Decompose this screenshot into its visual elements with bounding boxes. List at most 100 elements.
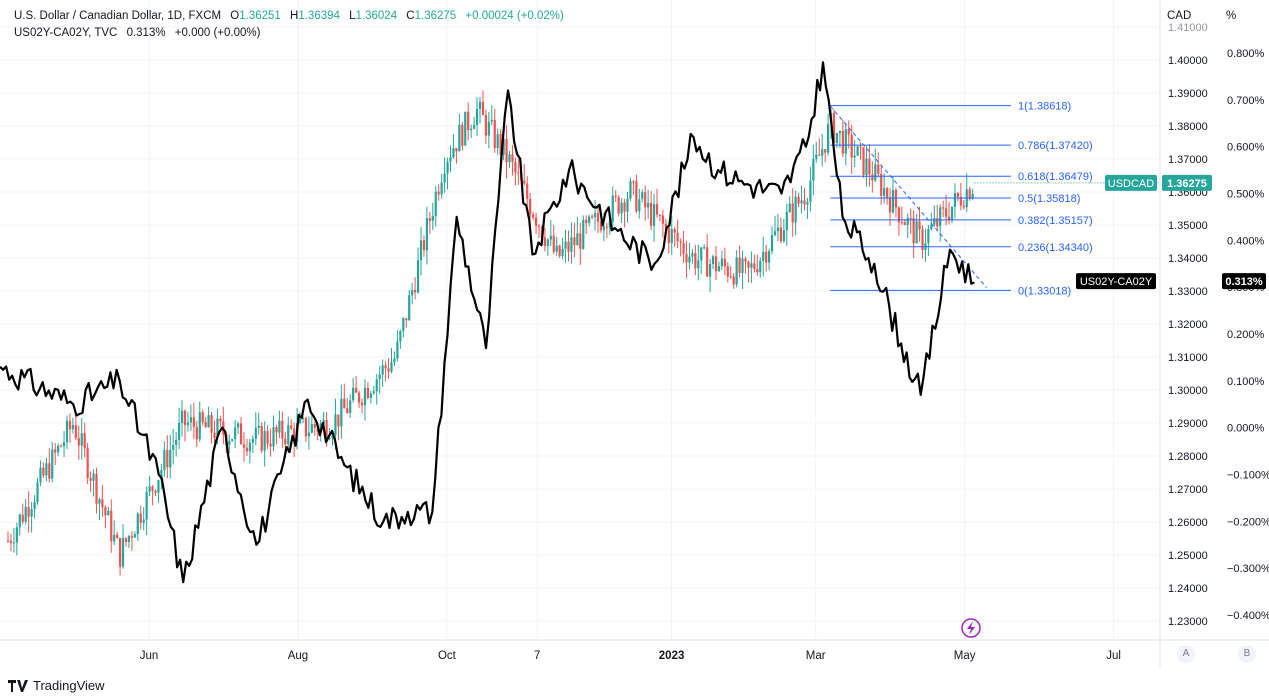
usdcad-candles [6, 90, 974, 576]
candle-body [298, 419, 302, 424]
candle-body [505, 138, 508, 163]
candle-body [57, 445, 60, 453]
candle-body [883, 188, 886, 196]
candle-body [487, 121, 490, 136]
candle-body [461, 124, 464, 146]
candle-body [15, 527, 18, 543]
candle-body [821, 149, 824, 156]
candle-body [608, 221, 611, 228]
candle-body [48, 463, 51, 479]
candle-body [446, 161, 449, 174]
candle-body [641, 192, 644, 200]
candle-body [375, 379, 378, 392]
candle-body [517, 172, 520, 174]
candle-body [284, 438, 287, 445]
time-tick-label: Mar [806, 650, 826, 662]
candle-body [478, 102, 482, 109]
candle-body [228, 440, 231, 446]
candle-body [414, 290, 417, 293]
time-tick-label: Aug [288, 650, 308, 662]
candle-body [107, 510, 110, 516]
overlay-value: 0.313% [126, 27, 166, 39]
log-scale-button[interactable]: B [1238, 645, 1256, 663]
candle-body [655, 204, 659, 215]
candle-body [765, 251, 768, 263]
candle-body [824, 149, 827, 153]
price-tick-label: 1.37000 [1168, 154, 1208, 166]
spread-symbol-badge[interactable] [1076, 273, 1156, 290]
candle-body [278, 420, 281, 433]
percent-tick-label: −0.100% [1227, 470, 1269, 482]
main-series-legend[interactable]: U.S. Dollar / Canadian Dollar, 1D, FXCM … [14, 10, 564, 22]
candle-body [700, 247, 703, 261]
price-tick-label: 1.39000 [1168, 88, 1208, 100]
candle-body [39, 467, 42, 483]
candle-body [452, 148, 455, 158]
fibonacci-retracement[interactable]: 1(1.38618) 0.786(1.37420) 0.618(1.36479) 0.… [829, 101, 1093, 298]
candle-body [116, 534, 119, 539]
candle-body [576, 233, 579, 246]
candle-body [346, 408, 349, 413]
candle-body [605, 226, 608, 228]
candle-body [838, 130, 841, 134]
high-value: 1.36394 [298, 10, 340, 22]
candle-body [71, 425, 74, 430]
candle-body [632, 181, 635, 183]
candle-body [464, 111, 467, 146]
candle-body [169, 449, 172, 468]
candle-body [561, 248, 564, 256]
candle-body [74, 425, 77, 439]
candle-body [443, 173, 446, 183]
candle-body [959, 196, 962, 206]
candle-body [154, 490, 157, 493]
candle-body [844, 129, 847, 154]
candle-body [360, 402, 364, 406]
overlay-symbol: US02Y-CA02Y, TVC [14, 27, 118, 39]
auto-scale-button[interactable]: A [1177, 645, 1195, 663]
candle-body [555, 245, 558, 252]
candle-body [679, 241, 682, 243]
usdcad-symbol-badge[interactable] [1105, 174, 1157, 191]
percent-tick-label: 0.800% [1227, 48, 1265, 60]
candle-body [21, 514, 24, 522]
candle-body [759, 260, 762, 273]
candle-body [449, 157, 452, 162]
candle-body [691, 253, 694, 257]
candle-body [293, 428, 296, 442]
time-tick-label: Oct [438, 650, 457, 662]
candle-body [151, 486, 154, 491]
candle-body [12, 542, 15, 544]
candle-body [65, 420, 69, 443]
time-tick-label: 7 [534, 650, 540, 662]
candle-body [782, 230, 785, 242]
price-tick-label: 1.41000 [1168, 22, 1208, 34]
candle-body [192, 417, 195, 428]
close-value: 1.36275 [414, 10, 457, 22]
candle-body [650, 202, 653, 226]
percent-tick-label: −0.300% [1227, 563, 1269, 575]
candle-body [865, 158, 868, 176]
candle-body [956, 193, 959, 197]
candle-body [328, 438, 331, 440]
tradingview-logo[interactable]: TradingView [8, 678, 105, 693]
candle-body [709, 263, 712, 277]
candle-body [682, 242, 685, 254]
overlay-series-legend[interactable]: US02Y-CA02Y, TVC 0.313% +0.000 (+0.00%) [14, 27, 260, 39]
spread-badge-label: US02Y-CA02Y [1080, 276, 1153, 288]
candle-body [30, 509, 33, 517]
candle-body [437, 191, 440, 195]
lightning-event-icon[interactable] [961, 618, 981, 638]
candle-body [142, 519, 145, 523]
candle-body [543, 237, 546, 246]
candle-body [101, 499, 104, 508]
candle-body [290, 425, 293, 429]
candle-body [24, 506, 27, 522]
candle-body [900, 222, 903, 224]
candle-body [508, 154, 511, 163]
open-value: 1.36251 [239, 10, 281, 22]
candle-body [349, 400, 352, 413]
candle-body [945, 208, 948, 217]
candle-body [894, 190, 898, 208]
candle-body [791, 203, 794, 223]
